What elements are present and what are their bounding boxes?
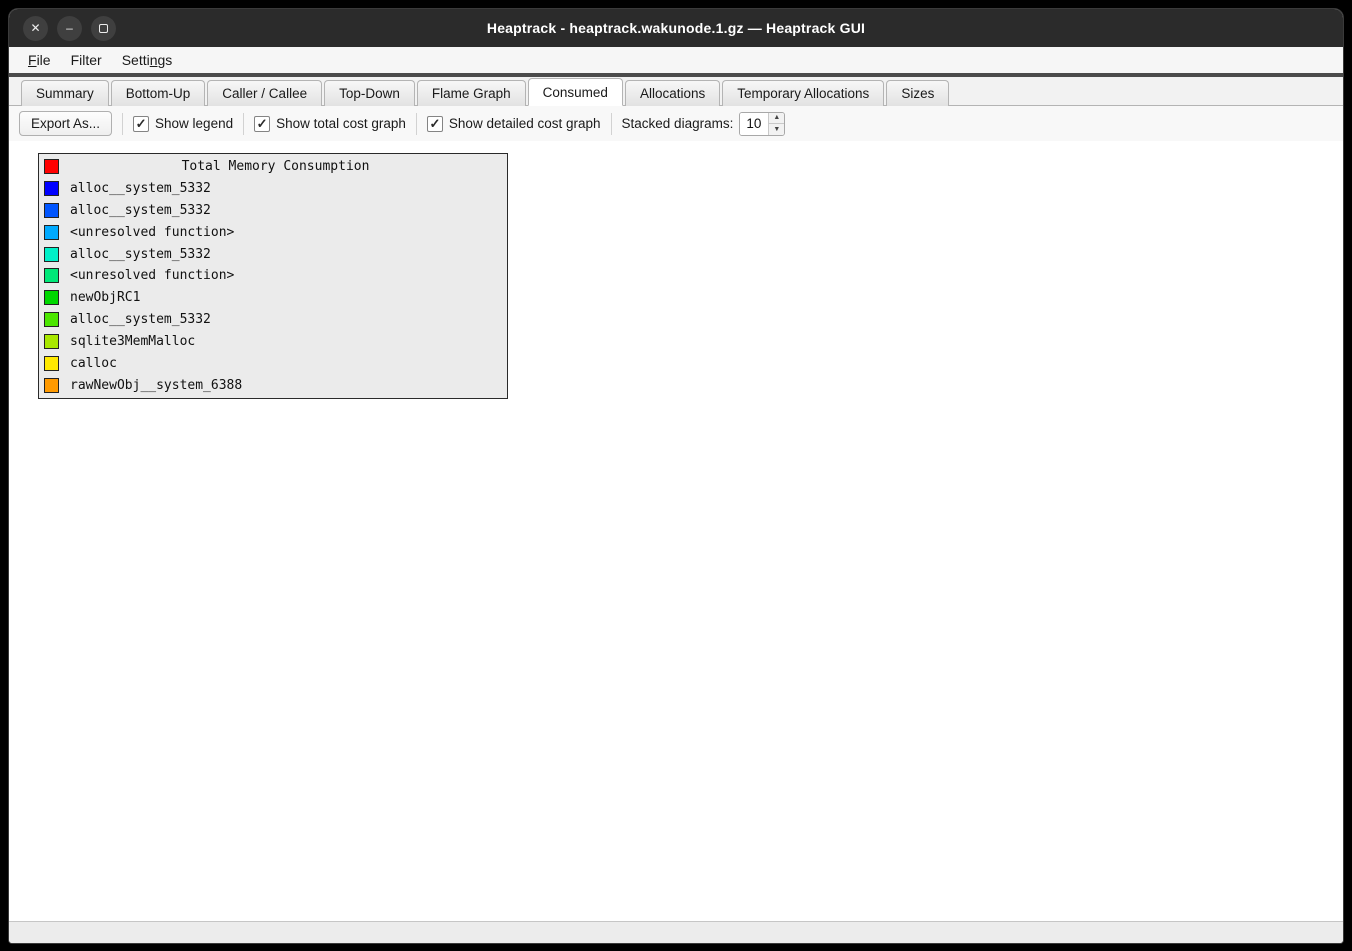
legend-swatch-icon bbox=[44, 377, 59, 393]
tab-bar: Summary Bottom-Up Caller / Callee Top-Down F… bbox=[9, 77, 1343, 106]
tab-allocations[interactable]: Allocations bbox=[624, 80, 721, 106]
toolbar: Export As... ✓ Show legend ✓ Show total cos… bbox=[9, 106, 1343, 141]
tab-consumed[interactable]: Consumed bbox=[527, 78, 623, 106]
legend-label: alloc__system_5332 bbox=[70, 181, 211, 197]
spin-down-icon[interactable]: ▼ bbox=[769, 124, 785, 135]
legend-item: alloc__system_5332 bbox=[39, 309, 507, 331]
maximize-button[interactable] bbox=[91, 15, 116, 41]
legend-item: newObjRC1 bbox=[39, 287, 507, 309]
tab-temporary-allocations[interactable]: Temporary Allocations bbox=[722, 80, 885, 106]
legend-swatch-icon bbox=[44, 355, 59, 371]
legend-item: alloc__system_5332 bbox=[39, 243, 507, 265]
close-button[interactable]: ✕ bbox=[23, 15, 48, 41]
legend-label: alloc__system_5332 bbox=[70, 246, 211, 262]
legend-swatch-icon bbox=[44, 181, 59, 197]
tab-flame-graph[interactable]: Flame Graph bbox=[416, 80, 526, 106]
legend-item: sqlite3MemMalloc bbox=[39, 331, 507, 353]
checkbox-icon[interactable]: ✓ bbox=[133, 115, 150, 132]
legend-item: rawNewObj__system_6388 bbox=[39, 374, 507, 396]
legend-item: <unresolved function> bbox=[39, 265, 507, 287]
menu-separator bbox=[9, 73, 1343, 77]
checkbox-show-legend[interactable]: ✓ Show legend bbox=[133, 115, 234, 132]
legend-item: alloc__system_5332 bbox=[39, 178, 507, 200]
menu-bar: File Filter Settings bbox=[9, 47, 1343, 73]
export-as-button[interactable]: Export As... bbox=[19, 111, 113, 136]
legend-label: calloc bbox=[70, 355, 117, 371]
legend-label: newObjRC1 bbox=[70, 290, 141, 306]
checkbox-show-total-cost-graph[interactable]: ✓ Show total cost graph bbox=[254, 115, 406, 132]
legend-swatch-icon bbox=[44, 312, 59, 328]
title-bar[interactable]: ✕ – Heaptrack - heaptrack.wakunode.1.gz … bbox=[9, 9, 1343, 47]
heaptrack-window: ✕ – Heaptrack - heaptrack.wakunode.1.gz … bbox=[8, 8, 1344, 944]
checkbox-show-detailed-cost-graph[interactable]: ✓ Show detailed cost graph bbox=[426, 115, 601, 132]
checkbox-icon[interactable]: ✓ bbox=[426, 115, 443, 132]
legend-swatch-icon bbox=[44, 224, 59, 240]
checkbox-label: Show detailed cost graph bbox=[448, 116, 601, 131]
legend-item: <unresolved function> bbox=[39, 221, 507, 243]
maximize-icon bbox=[99, 23, 108, 33]
toolbar-checkboxes: ✓ Show legend ✓ Show total cost graph ✓ Show … bbox=[133, 112, 601, 135]
menu-item-settings[interactable]: Settings bbox=[121, 52, 173, 68]
legend-label: sqlite3MemMalloc bbox=[70, 333, 196, 349]
tab-top-down[interactable]: Top-Down bbox=[324, 80, 415, 106]
checkbox-label: Show total cost graph bbox=[276, 116, 406, 131]
toolbar-separator bbox=[243, 112, 245, 135]
window-title: Heaptrack - heaptrack.wakunode.1.gz — He… bbox=[486, 20, 866, 36]
legend-swatch-icon bbox=[44, 268, 59, 284]
chart-legend: Total Memory Consumption alloc__system_53… bbox=[38, 153, 508, 399]
minimize-button[interactable]: – bbox=[57, 15, 82, 41]
status-bar bbox=[9, 921, 1343, 943]
legend-swatch-icon bbox=[44, 203, 59, 219]
toolbar-separator bbox=[610, 112, 612, 135]
legend-label: rawNewObj__system_6388 bbox=[70, 377, 243, 393]
checkbox-icon[interactable]: ✓ bbox=[254, 115, 271, 132]
stacked-diagrams-label: Stacked diagrams: bbox=[621, 116, 734, 131]
menu-item-filter[interactable]: Filter bbox=[70, 52, 102, 68]
legend-swatch-icon bbox=[44, 290, 59, 306]
tab-summary[interactable]: Summary bbox=[21, 80, 109, 106]
tab-sizes[interactable]: Sizes bbox=[886, 80, 950, 106]
tab-bottom-up[interactable]: Bottom-Up bbox=[110, 80, 206, 106]
memory-chart-area: Total Memory Consumption alloc__system_53… bbox=[9, 141, 1343, 921]
legend-item: alloc__system_5332 bbox=[39, 200, 507, 222]
legend-swatch-icon bbox=[44, 246, 59, 262]
toolbar-separator bbox=[122, 112, 124, 135]
checkbox-label: Show legend bbox=[155, 116, 234, 131]
spin-up-icon[interactable]: ▲ bbox=[769, 112, 785, 124]
legend-swatch-icon bbox=[44, 159, 59, 175]
tab-caller-callee[interactable]: Caller / Callee bbox=[207, 80, 323, 106]
menu-item-file[interactable]: File bbox=[28, 52, 51, 68]
legend-label: <unresolved function> bbox=[70, 224, 235, 240]
legend-label: alloc__system_5332 bbox=[70, 312, 211, 328]
legend-item: Total Memory Consumption bbox=[39, 156, 507, 178]
stacked-diagrams-input[interactable] bbox=[740, 112, 769, 135]
stacked-diagrams-stepper[interactable]: ▲ ▼ bbox=[739, 111, 786, 136]
legend-label: Total Memory Consumption bbox=[181, 159, 370, 175]
legend-swatch-icon bbox=[44, 333, 59, 349]
toolbar-separator bbox=[415, 112, 417, 135]
legend-label: alloc__system_5332 bbox=[70, 203, 211, 219]
legend-item: calloc bbox=[39, 352, 507, 374]
legend-label: <unresolved function> bbox=[70, 268, 235, 284]
